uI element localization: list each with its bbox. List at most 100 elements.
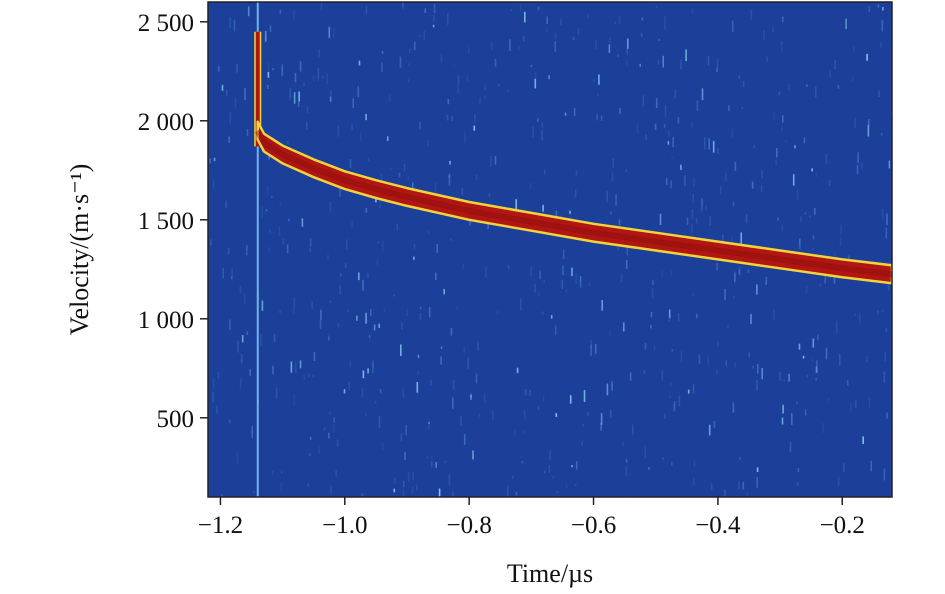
noise-speck — [595, 39, 597, 50]
noise-speck — [513, 430, 516, 436]
noise-speck — [281, 471, 283, 474]
noise-speck — [367, 158, 370, 162]
noise-speck — [802, 355, 805, 359]
noise-speck — [554, 32, 557, 39]
noise-speck — [834, 60, 836, 70]
noise-speck — [537, 406, 540, 411]
noise-speck — [361, 493, 364, 497]
noise-speck — [378, 416, 381, 428]
noise-speck — [227, 248, 230, 255]
noise-speck — [668, 129, 670, 137]
noise-speck — [854, 313, 857, 316]
noise-speck — [615, 194, 617, 206]
noise-speck — [664, 104, 667, 117]
noise-speck — [507, 265, 510, 270]
noise-speck — [286, 244, 289, 253]
noise-speck — [597, 93, 599, 97]
noise-speck — [293, 297, 296, 308]
noise-speck — [608, 44, 611, 53]
noise-speck — [401, 322, 403, 330]
noise-speck — [320, 309, 322, 321]
noise-speck — [765, 276, 768, 280]
y-axis: 500 1 000 1 500 2 000 2 500 — [138, 10, 208, 433]
noise-speck — [440, 53, 443, 63]
noise-speck — [506, 485, 509, 497]
noise-speck — [664, 20, 666, 30]
noise-speck — [809, 214, 811, 218]
noise-speck — [696, 100, 699, 111]
noise-speck — [221, 84, 224, 91]
noise-speck — [650, 312, 653, 318]
noise-speck — [555, 211, 558, 218]
noise-speck — [423, 30, 426, 40]
noise-speck — [746, 492, 749, 496]
noise-speck — [281, 66, 283, 76]
noise-speck — [812, 247, 814, 251]
noise-speck — [804, 212, 807, 215]
noise-speck — [552, 475, 555, 480]
noise-speck — [868, 397, 871, 409]
noise-speck — [295, 362, 297, 374]
noise-speck — [748, 352, 751, 358]
noise-speck — [367, 272, 369, 279]
noise-speck — [400, 433, 403, 441]
noise-speck — [231, 276, 233, 280]
noise-speck — [411, 486, 414, 494]
noise-speck — [279, 310, 281, 313]
noise-speck — [779, 371, 781, 381]
noise-speck — [866, 53, 868, 61]
noise-speck — [538, 293, 540, 296]
noise-speck — [351, 123, 353, 130]
noise-speck — [267, 84, 269, 89]
noise-speck — [732, 402, 735, 413]
noise-speck — [246, 129, 249, 137]
noise-speck — [550, 315, 553, 319]
noise-speck — [436, 243, 438, 253]
noise-speck — [365, 113, 367, 121]
noise-speck — [642, 95, 645, 107]
noise-speck — [631, 424, 634, 436]
noise-speck — [432, 24, 435, 28]
noise-speck — [433, 15, 435, 22]
noise-speck — [430, 380, 432, 386]
noise-speck — [867, 118, 870, 127]
noise-speck — [792, 174, 795, 186]
noise-speck — [381, 62, 383, 72]
noise-speck — [641, 17, 644, 21]
noise-speck — [739, 457, 741, 460]
noise-speck — [812, 338, 815, 348]
noise-speck — [537, 118, 539, 122]
noise-speck — [640, 33, 643, 37]
noise-speck — [374, 400, 377, 404]
noise-speck — [299, 61, 302, 72]
noise-speck — [654, 123, 657, 130]
noise-speck — [376, 260, 379, 266]
noise-speck — [293, 92, 296, 104]
noise-speck — [738, 75, 741, 79]
noise-speck — [885, 328, 888, 332]
noise-speck — [272, 68, 274, 71]
noise-speck — [402, 481, 405, 488]
noise-speck — [627, 38, 629, 49]
noise-speck — [554, 325, 557, 335]
noise-speck — [692, 193, 694, 204]
noise-speck — [351, 220, 353, 228]
noise-speck — [840, 224, 842, 236]
noise-speck — [665, 177, 668, 186]
noise-speck — [692, 384, 695, 394]
noise-speck — [716, 67, 718, 72]
noise-speck — [747, 269, 750, 273]
noise-speck — [490, 41, 493, 50]
noise-speck — [479, 97, 481, 104]
noise-speck — [294, 73, 297, 83]
noise-speck — [358, 272, 360, 280]
noise-speck — [622, 441, 624, 446]
noise-speck — [404, 452, 406, 461]
noise-speck — [556, 491, 558, 494]
noise-speck — [659, 213, 662, 225]
noise-speck — [543, 279, 545, 283]
noise-speck — [524, 11, 526, 23]
noise-speck — [817, 334, 819, 341]
noise-speck — [805, 285, 808, 293]
noise-speck — [440, 356, 442, 365]
